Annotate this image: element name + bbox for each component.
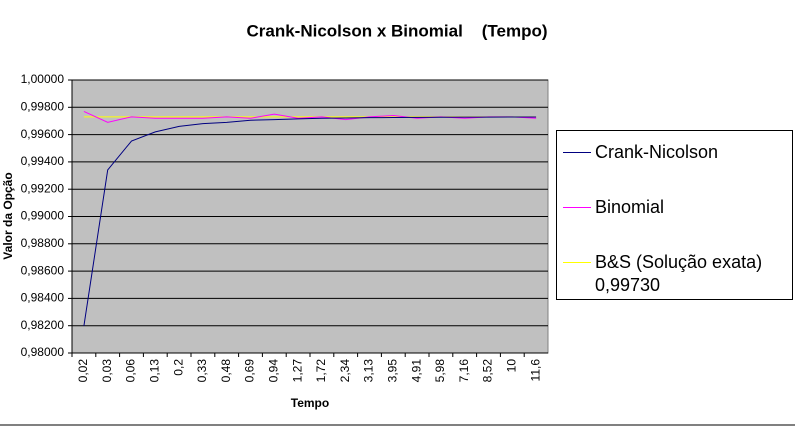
chart-title: Crank-Nicolson x Binomial (Tempo) <box>247 21 548 40</box>
x-tick-label: 10 <box>504 359 518 373</box>
x-tick-label: 8,52 <box>481 359 495 383</box>
x-tick-label: 2,34 <box>338 359 352 383</box>
legend-label: B&S (Solução exata) 0,99730 <box>595 252 763 295</box>
legend-swatch <box>563 152 591 153</box>
series-line <box>83 116 537 327</box>
x-tick-label: 0,06 <box>124 359 138 383</box>
x-tick-label: 0,69 <box>243 359 257 383</box>
x-tick-label: 1,27 <box>290 359 304 383</box>
x-tick-label: 7,16 <box>457 359 471 383</box>
y-tick-label: 0,98200 <box>21 318 65 332</box>
legend-label: Crank-Nicolson <box>595 142 719 162</box>
x-tick-label: 11,6 <box>528 359 542 382</box>
y-tick-label: 0,99400 <box>21 154 65 168</box>
x-tick-label: 0,48 <box>219 359 233 383</box>
y-tick-label: 0,98800 <box>21 236 65 250</box>
y-tick-label: 0,99600 <box>21 127 65 141</box>
x-tick-label: 0,33 <box>195 359 209 383</box>
y-tick-label: 0,98400 <box>21 291 65 305</box>
x-tick-label: 3,13 <box>362 359 376 383</box>
x-tick-label: 0,03 <box>100 359 114 383</box>
x-tick-label: 0,13 <box>147 359 161 383</box>
y-tick-label: 0,98600 <box>21 263 65 277</box>
legend: Crank-Nicolson Binomial B&S (Solução exata… <box>556 130 793 300</box>
x-tick-label: 4,91 <box>409 359 423 383</box>
x-tick-label: 3,95 <box>385 359 399 383</box>
x-tick-label: 0,94 <box>266 359 280 383</box>
x-tick-label: 0,2 <box>171 359 185 376</box>
legend-swatch <box>563 262 591 263</box>
legend-entry: Crank-Nicolson <box>563 141 791 164</box>
series-line <box>83 110 537 123</box>
y-axis-title: Valor da Opção <box>1 172 15 259</box>
y-tick-label: 0,99200 <box>21 181 65 195</box>
x-tick-label: 5,98 <box>433 359 447 383</box>
y-tick-label: 0,98000 <box>21 345 65 359</box>
legend-entry: Binomial <box>563 196 791 219</box>
y-tick-label: 0,99000 <box>21 209 65 223</box>
x-axis-title: Tempo <box>291 396 329 410</box>
x-tick-label: 0,02 <box>76 359 90 383</box>
legend-label: Binomial <box>595 197 665 217</box>
legend-entry: B&S (Solução exata) 0,99730 <box>563 251 791 297</box>
y-tick-label: 0,99800 <box>21 99 65 113</box>
x-tick-label: 1,72 <box>314 359 328 383</box>
y-tick-label: 1,00000 <box>21 72 65 86</box>
legend-swatch <box>563 207 591 208</box>
